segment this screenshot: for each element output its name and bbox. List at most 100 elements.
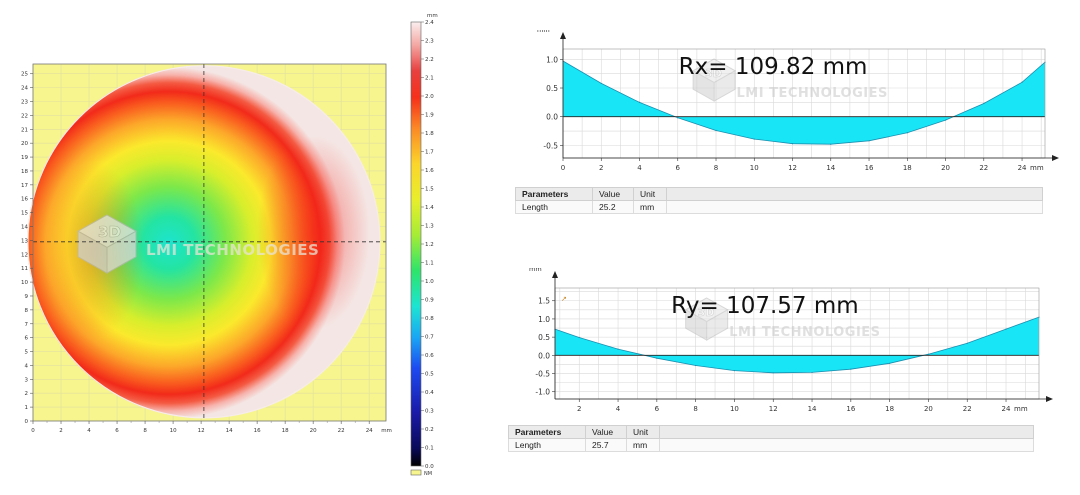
y-tick-label: 0.0 [546, 113, 558, 122]
height-colorbar: mm2.4 2.3 2.2 2.1 2.0 1.9 1.8 1.7 1.6 1.5 1.4 1.3 1.… [410, 13, 438, 477]
profile-point [868, 140, 870, 142]
x-tick-label: 2 [599, 164, 603, 172]
colorbar-tick-label: 1.3 [425, 224, 434, 230]
y-tick-label: 0.5 [546, 84, 558, 93]
watermark: 3D LMI TECHNOLOGIES [692, 58, 887, 102]
x-tick-label: 14 [826, 164, 835, 172]
x-tick-label: 8 [714, 164, 718, 172]
header-spacer [659, 425, 1034, 439]
plot-area [555, 288, 1039, 399]
y-tick-label: 22 [21, 113, 28, 119]
colorbar-tick-label: 0.9 [425, 298, 434, 304]
x-tick-label: 4 [637, 164, 642, 172]
x-tick-label: 18 [903, 164, 912, 172]
x-tick-label: 20 [924, 405, 933, 413]
header-unit: Unit [633, 187, 667, 201]
colorbar-tick-label: 1.4 [425, 205, 434, 211]
cell-parameter: Length [515, 200, 593, 214]
y-unit-label: mm [537, 30, 550, 34]
profile-point [906, 132, 908, 134]
radius-annotation: Ry= 107.57 mm [671, 293, 859, 319]
x-tick-label: 22 [338, 428, 345, 434]
colorbar-tick-label: 0.1 [425, 446, 434, 452]
x-tick-label: 18 [282, 428, 289, 434]
profile-point [600, 82, 602, 85]
x-axis-arrow [1046, 396, 1053, 402]
x-tick-label: 8 [693, 405, 697, 413]
profile-point [715, 129, 717, 132]
colorbar-tick-label: 0.5 [425, 372, 434, 378]
table-row: Length 25.7 mm [508, 438, 1034, 452]
y-tick-label: 9 [25, 294, 29, 300]
y-tick-label: 18 [21, 169, 28, 175]
colorbar-tick-label: 2.1 [425, 76, 434, 82]
profile-point [677, 117, 679, 119]
profile-point [656, 357, 658, 359]
colorbar-tick-label: 1.2 [425, 242, 434, 248]
x-tick-label: 2 [59, 428, 63, 434]
x-tick-label: 10 [170, 428, 177, 434]
colorbar-tick-label: 2.2 [425, 57, 434, 63]
y-tick-label: 1.0 [538, 315, 550, 324]
y-tick-label: 10 [21, 280, 28, 286]
x-tick-label: 4 [87, 428, 91, 434]
y-tick-label: -0.5 [543, 141, 558, 150]
profile-point [638, 101, 641, 103]
cell-value: 25.2 [592, 200, 634, 214]
colorbar-tick-label: 1.6 [425, 168, 434, 174]
x-axis-arrow [1052, 155, 1059, 161]
watermark-logo-text: 3D [705, 67, 722, 80]
profile-point [983, 102, 985, 105]
y-tick-label: 20 [21, 141, 28, 147]
cube-icon: 3D [692, 58, 737, 102]
profile-line [562, 60, 1046, 145]
y-tick-label: 1.0 [546, 55, 558, 64]
header-value: Value [585, 425, 627, 439]
profile-line [554, 316, 1040, 374]
y-tick-label: 15 [21, 211, 28, 217]
cell-spacer [659, 438, 1034, 452]
x-tick-label: 12 [788, 164, 797, 172]
profile-point [791, 143, 794, 145]
x-tick-label: 24 [1002, 405, 1011, 413]
x-tick-label: 16 [846, 405, 855, 413]
colorbar-tick-label: 1.8 [425, 131, 434, 137]
cell-parameter: Length [508, 438, 586, 452]
y-tick-label: 7 [25, 322, 29, 328]
x-tick-label: 6 [676, 164, 681, 172]
x-tick-label: 16 [254, 428, 261, 434]
y-tick-label: 25 [21, 72, 28, 78]
profile-area [555, 317, 1039, 373]
x-tick-label: 18 [885, 405, 894, 413]
x-tick-label: 6 [115, 428, 119, 434]
watermark: 3D LMI TECHNOLOGIES [76, 214, 319, 274]
y-unit-label: mm [529, 268, 542, 273]
y-tick-label: 4 [25, 363, 29, 369]
parameters-table-x: Parameters Value Unit Length 25.2 mm [515, 187, 1043, 214]
colorbar-tick-label: 1.0 [425, 279, 434, 285]
colorbar-gradient [410, 21, 422, 467]
lens-high-region [256, 135, 370, 331]
watermark-text: LMI TECHNOLOGIES [146, 241, 319, 259]
x-unit-label: mm [1014, 405, 1028, 413]
x-tick-label: 8 [143, 428, 147, 434]
colorbar-tick-label: 0.7 [425, 335, 434, 341]
table-header-row: Parameters Value Unit [508, 425, 1034, 439]
x-tick-label: 2 [577, 405, 581, 413]
x-unit-label: mm [381, 428, 392, 434]
y-tick-label: 5 [25, 350, 29, 356]
cell-spacer [666, 200, 1043, 214]
x-tick-label: 10 [750, 164, 759, 172]
x-unit-label: mm [1030, 164, 1044, 172]
y-tick-label: 19 [21, 155, 28, 161]
header-unit: Unit [626, 425, 660, 439]
colorbar-tick-label: 2.3 [425, 39, 434, 45]
colorbar-nm-swatch [410, 469, 422, 476]
plot-frame [32, 63, 387, 422]
x-tick-label: 4 [616, 405, 621, 413]
x-tick-label: 0 [561, 164, 565, 172]
cursor-marker-icon[interactable]: ↗ [561, 295, 567, 303]
profile-point [617, 348, 619, 350]
header-parameters: Parameters [515, 187, 593, 201]
y-tick-label: 16 [21, 197, 28, 203]
